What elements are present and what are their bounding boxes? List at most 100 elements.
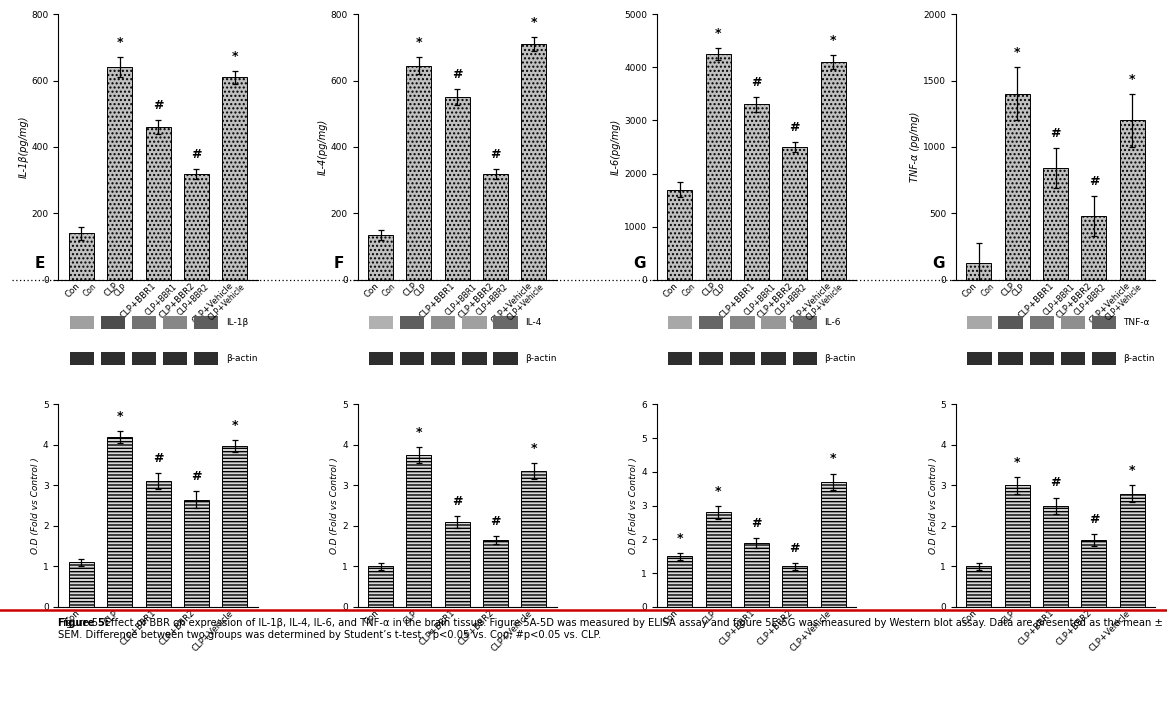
FancyBboxPatch shape bbox=[400, 316, 425, 328]
FancyBboxPatch shape bbox=[1092, 316, 1116, 328]
Text: *: * bbox=[715, 27, 721, 40]
Text: β-actin: β-actin bbox=[824, 354, 855, 363]
Text: #: # bbox=[790, 121, 801, 133]
Text: #: # bbox=[490, 148, 501, 161]
Bar bbox=[820, 482, 846, 607]
Bar bbox=[107, 437, 132, 607]
FancyBboxPatch shape bbox=[1029, 352, 1054, 365]
Text: #: # bbox=[1089, 175, 1099, 189]
Text: G: G bbox=[932, 256, 944, 271]
Bar bbox=[668, 556, 692, 607]
FancyBboxPatch shape bbox=[1061, 316, 1085, 328]
Bar bbox=[1005, 486, 1029, 607]
Text: TNF-α: TNF-α bbox=[1124, 318, 1149, 327]
Bar bbox=[522, 44, 546, 280]
Bar bbox=[406, 455, 432, 607]
FancyBboxPatch shape bbox=[699, 316, 724, 328]
FancyBboxPatch shape bbox=[462, 316, 487, 328]
Text: *: * bbox=[830, 34, 837, 47]
Text: β-actin: β-actin bbox=[525, 354, 557, 363]
FancyBboxPatch shape bbox=[699, 352, 724, 365]
Text: #: # bbox=[752, 76, 762, 88]
FancyBboxPatch shape bbox=[999, 352, 1022, 365]
FancyBboxPatch shape bbox=[668, 352, 692, 365]
FancyBboxPatch shape bbox=[462, 352, 487, 365]
Text: Con: Con bbox=[82, 282, 99, 299]
Text: CLP+BBR2: CLP+BBR2 bbox=[774, 282, 809, 318]
Text: CLP+Vehicle: CLP+Vehicle bbox=[805, 282, 845, 323]
Bar bbox=[184, 500, 209, 607]
Text: G: G bbox=[633, 256, 645, 271]
Text: #: # bbox=[790, 542, 801, 555]
FancyBboxPatch shape bbox=[100, 316, 125, 328]
Bar bbox=[745, 543, 769, 607]
Text: #: # bbox=[153, 452, 163, 465]
Y-axis label: O.D (Fold vs Control ): O.D (Fold vs Control ) bbox=[32, 457, 40, 554]
Text: *: * bbox=[531, 442, 537, 455]
Text: *: * bbox=[1014, 47, 1020, 59]
Text: *: * bbox=[415, 426, 422, 439]
Text: #: # bbox=[1050, 127, 1061, 140]
FancyBboxPatch shape bbox=[400, 352, 425, 365]
FancyBboxPatch shape bbox=[369, 316, 393, 328]
Bar bbox=[1043, 168, 1068, 280]
Text: CLP+BBR2: CLP+BBR2 bbox=[1072, 282, 1107, 318]
FancyBboxPatch shape bbox=[369, 352, 393, 365]
FancyBboxPatch shape bbox=[1092, 352, 1116, 365]
Text: CLP: CLP bbox=[113, 282, 130, 299]
Bar bbox=[522, 471, 546, 607]
Text: *: * bbox=[830, 453, 837, 465]
Bar bbox=[706, 54, 731, 280]
Bar bbox=[1120, 121, 1145, 280]
FancyBboxPatch shape bbox=[792, 352, 817, 365]
Text: #: # bbox=[452, 68, 462, 81]
FancyBboxPatch shape bbox=[792, 316, 817, 328]
Text: IL-4: IL-4 bbox=[525, 318, 541, 327]
Bar bbox=[1082, 216, 1106, 280]
Bar bbox=[483, 540, 508, 607]
Text: #: # bbox=[191, 470, 202, 484]
Text: CLP+BBR1: CLP+BBR1 bbox=[742, 282, 777, 318]
FancyBboxPatch shape bbox=[494, 352, 518, 365]
Bar bbox=[782, 147, 808, 280]
FancyBboxPatch shape bbox=[163, 316, 188, 328]
Text: CLP+Vehicle: CLP+Vehicle bbox=[1104, 282, 1144, 323]
Text: β-actin: β-actin bbox=[1124, 354, 1155, 363]
Text: C: C bbox=[613, 0, 624, 4]
Text: IL-1β: IL-1β bbox=[226, 318, 249, 327]
Y-axis label: O.D (Fold vs Control ): O.D (Fold vs Control ) bbox=[629, 457, 638, 554]
Text: #: # bbox=[191, 148, 202, 161]
FancyBboxPatch shape bbox=[731, 316, 755, 328]
Text: IL-6: IL-6 bbox=[824, 318, 840, 327]
Bar bbox=[368, 566, 393, 607]
Text: CLP+BBR1: CLP+BBR1 bbox=[144, 282, 180, 318]
FancyBboxPatch shape bbox=[967, 316, 992, 328]
Bar bbox=[1082, 540, 1106, 607]
FancyBboxPatch shape bbox=[494, 316, 518, 328]
FancyBboxPatch shape bbox=[761, 316, 785, 328]
Bar bbox=[1120, 493, 1145, 607]
Bar bbox=[445, 97, 469, 280]
Text: #: # bbox=[452, 495, 462, 508]
FancyBboxPatch shape bbox=[132, 352, 156, 365]
Bar bbox=[223, 445, 247, 607]
FancyBboxPatch shape bbox=[761, 352, 785, 365]
Y-axis label: IL-6(pg/mg): IL-6(pg/mg) bbox=[612, 119, 621, 175]
Bar bbox=[745, 104, 769, 280]
Bar bbox=[483, 174, 508, 280]
Text: A: A bbox=[14, 0, 26, 4]
Text: #: # bbox=[1089, 513, 1099, 526]
Text: CLP+Vehicle: CLP+Vehicle bbox=[207, 282, 246, 323]
Text: F: F bbox=[334, 256, 344, 271]
Text: Figure 5:: Figure 5: bbox=[58, 618, 110, 628]
Text: *: * bbox=[677, 532, 683, 545]
FancyBboxPatch shape bbox=[194, 316, 218, 328]
Y-axis label: O.D (Fold vs Control ): O.D (Fold vs Control ) bbox=[330, 457, 340, 554]
Y-axis label: TNF-α (pg/mg): TNF-α (pg/mg) bbox=[910, 112, 921, 182]
Bar bbox=[184, 174, 209, 280]
FancyBboxPatch shape bbox=[1029, 316, 1054, 328]
FancyBboxPatch shape bbox=[100, 352, 125, 365]
Text: *: * bbox=[117, 409, 123, 423]
Bar bbox=[1043, 505, 1068, 607]
FancyBboxPatch shape bbox=[70, 316, 95, 328]
